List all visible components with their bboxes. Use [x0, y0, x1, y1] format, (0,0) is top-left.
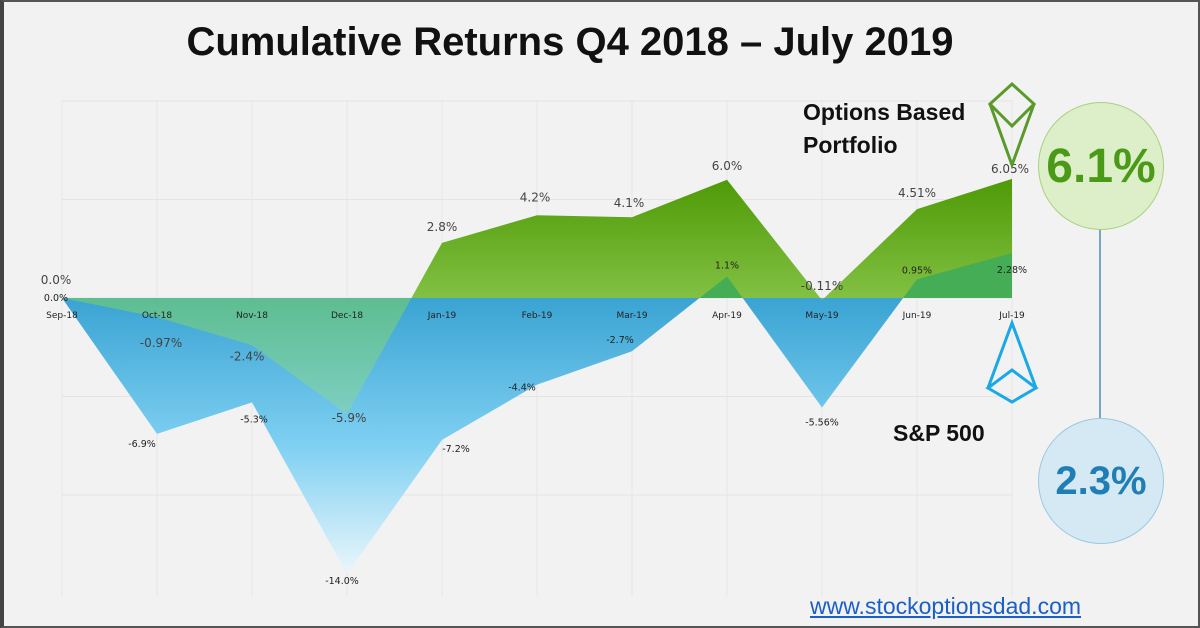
website-link[interactable]: www.stockoptionsdad.com: [810, 593, 1082, 619]
x-tick-label: Oct-18: [142, 311, 173, 321]
sp500-total-circle: 2.3%: [1038, 418, 1164, 544]
x-tick-label: Sep-18: [46, 311, 78, 321]
options-label: Options Based Portfolio: [803, 99, 966, 158]
sp500-area-positive: [62, 253, 1012, 298]
options-data-label: 4.51%: [898, 186, 936, 200]
options-area-negative: [62, 298, 1012, 415]
sp500-data-label: -6.9%: [128, 439, 156, 450]
x-tick-label: Jul-19: [998, 311, 1025, 321]
options-arrow-down-icon: [987, 81, 1037, 170]
sp500-data-label: -2.7%: [606, 335, 634, 346]
options-data-label: 0.0%: [41, 273, 72, 287]
options-data-label: 6.0%: [712, 159, 743, 173]
x-tick-label: Apr-19: [712, 311, 742, 321]
sp500-label: S&P 500: [893, 420, 985, 446]
options-data-label: -5.9%: [332, 411, 367, 425]
sp500-data-label: -7.2%: [442, 444, 470, 455]
x-tick-label: Feb-19: [522, 311, 553, 321]
sp500-data-label: 0.0%: [44, 293, 68, 304]
sp500-data-label: 2.28%: [997, 265, 1027, 276]
options-data-label: 2.8%: [427, 220, 458, 234]
chart-title: Cumulative Returns Q4 2018 – July 2019: [186, 20, 954, 64]
sp500-data-label: 0.95%: [902, 265, 932, 276]
sp500-data-label: 1.1%: [715, 260, 739, 271]
sp500-arrow-up-icon: [985, 318, 1039, 404]
sp500-data-label: -14.0%: [325, 576, 359, 587]
x-tick-label: Nov-18: [236, 311, 268, 321]
x-tick-label: Dec-18: [331, 311, 363, 321]
x-tick-label: Jun-19: [902, 311, 932, 321]
options-data-label: -2.4%: [230, 349, 265, 363]
options-data-label: -0.11%: [801, 279, 843, 293]
sp500-data-label: -5.3%: [240, 414, 268, 425]
x-tick-label: May-19: [805, 311, 838, 321]
x-tick-label: Mar-19: [616, 311, 647, 321]
options-total-circle: 6.1%: [1038, 102, 1164, 230]
options-data-label: 6.05%: [991, 162, 1029, 176]
sp500-data-label: -4.4%: [508, 383, 536, 394]
options-data-label: 4.2%: [520, 190, 551, 204]
options-data-label: 4.1%: [614, 196, 645, 210]
options-data-label: -0.97%: [140, 336, 182, 350]
options-area-positive: [62, 178, 1012, 298]
sp500-data-label: -5.56%: [805, 418, 839, 429]
x-tick-label: Jan-19: [427, 311, 457, 321]
